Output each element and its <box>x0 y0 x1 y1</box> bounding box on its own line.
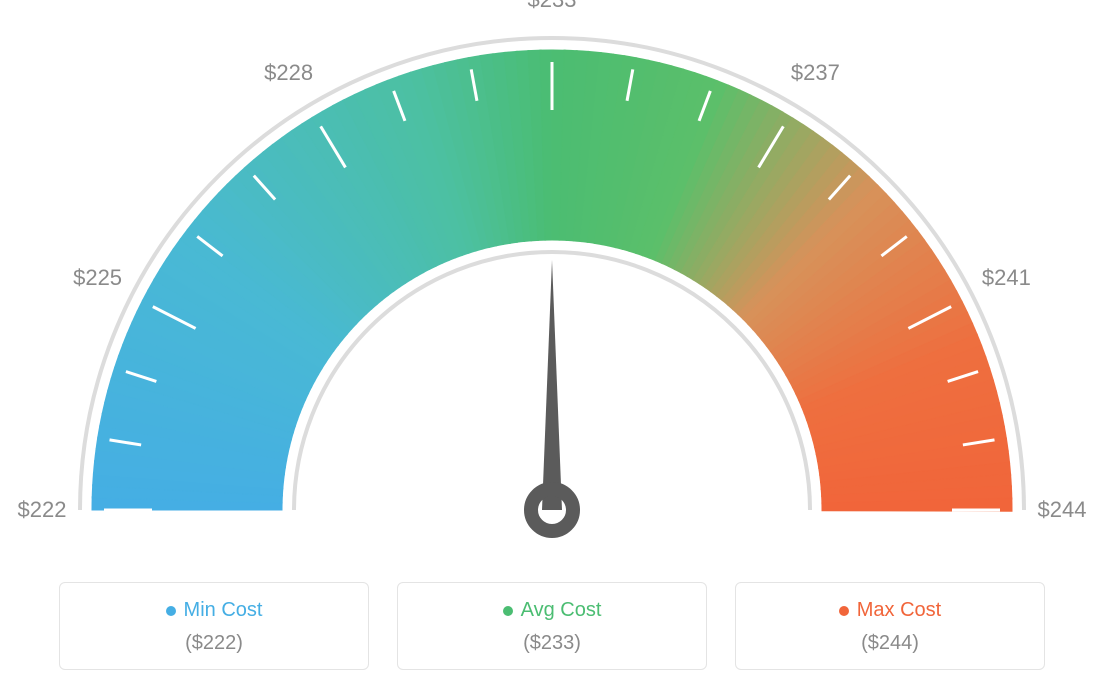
legend-title: Min Cost <box>166 599 263 622</box>
cost-gauge: $222 $225 $228 $233 $237 $241 $244 <box>0 0 1104 560</box>
gauge-label: $225 <box>73 265 122 291</box>
legend-value: ($222) <box>60 632 368 655</box>
legend-title-text: Min Cost <box>184 599 263 622</box>
gauge-needle <box>542 260 562 510</box>
gauge-label: $241 <box>982 265 1031 291</box>
legend-card-min: Min Cost ($222) <box>59 582 369 670</box>
legend-card-avg: Avg Cost ($233) <box>397 582 707 670</box>
legend-row: Min Cost ($222) Avg Cost ($233) Max Cost ($24… <box>0 582 1104 670</box>
legend-title-text: Avg Cost <box>521 599 602 622</box>
legend-dot-icon <box>503 606 513 616</box>
gauge-label: $237 <box>791 60 840 86</box>
legend-title: Max Cost <box>839 599 941 622</box>
legend-value: ($233) <box>398 632 706 655</box>
gauge-label: $244 <box>1038 497 1087 523</box>
gauge-label: $222 <box>18 497 67 523</box>
gauge-label: $228 <box>264 60 313 86</box>
legend-title: Avg Cost <box>503 599 602 622</box>
legend-dot-icon <box>839 606 849 616</box>
gauge-label: $233 <box>528 0 577 13</box>
legend-dot-icon <box>166 606 176 616</box>
legend-card-max: Max Cost ($244) <box>735 582 1045 670</box>
gauge-svg <box>0 0 1104 560</box>
legend-value: ($244) <box>736 632 1044 655</box>
legend-title-text: Max Cost <box>857 599 941 622</box>
